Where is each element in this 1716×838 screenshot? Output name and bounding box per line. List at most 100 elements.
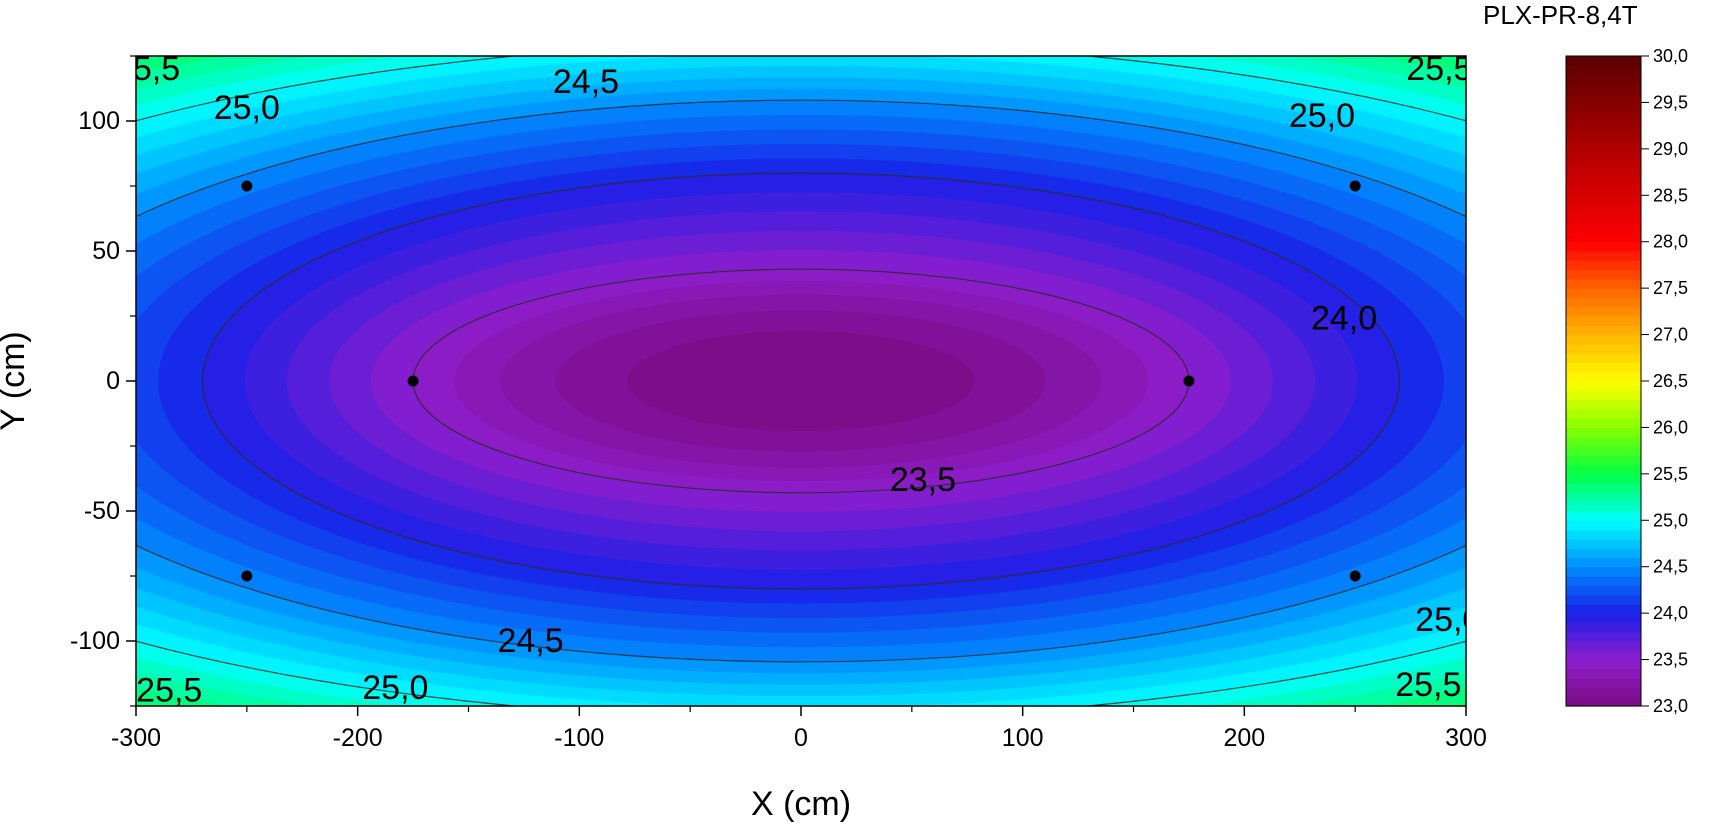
contour-label: 25,0 xyxy=(1415,601,1481,639)
colorbar-band xyxy=(1566,93,1641,104)
colorbar-band xyxy=(1566,139,1641,150)
colorbar-band xyxy=(1566,613,1641,624)
contour-labels: 25,5 25,0 24,5 25,5 25,0 24,0 23,5 25,0 24,5 25,0… xyxy=(114,50,1481,709)
colorbar-band xyxy=(1566,343,1641,354)
contour-label: 25,5 xyxy=(136,671,202,709)
colorbar-band xyxy=(1566,65,1641,76)
colorbar-band xyxy=(1566,455,1641,466)
colorbar-band xyxy=(1566,631,1641,642)
colorbar-band xyxy=(1566,641,1641,651)
colorbar-bands xyxy=(1566,56,1641,707)
x-tick-label: 0 xyxy=(794,724,808,752)
colorbar-tick-label: 29,5 xyxy=(1653,92,1688,112)
data-point xyxy=(241,570,253,582)
colorbar-band xyxy=(1566,390,1641,401)
data-point xyxy=(241,180,253,192)
colorbar-tick-label: 26,0 xyxy=(1653,417,1688,437)
x-tick-label: 100 xyxy=(1002,724,1044,752)
x-tick-label: -300 xyxy=(111,724,161,752)
colorbar-band xyxy=(1566,316,1641,326)
colorbar-band xyxy=(1566,334,1641,345)
colorbar-tick-label: 28,0 xyxy=(1653,232,1688,252)
colorbar-band xyxy=(1566,102,1641,113)
colorbar-band xyxy=(1566,492,1641,503)
data-point xyxy=(1349,180,1361,192)
colorbar-band xyxy=(1566,585,1641,596)
colorbar-band xyxy=(1566,483,1641,494)
colorbar-band xyxy=(1566,668,1641,679)
colorbar-tick-label: 24,0 xyxy=(1653,603,1688,623)
y-tick-label: 0 xyxy=(106,367,120,395)
y-tick-label: -100 xyxy=(70,627,120,655)
colorbar-band xyxy=(1566,269,1641,280)
y-axis: 100 50 0 -50 -100 xyxy=(70,55,136,707)
colorbar-band xyxy=(1566,130,1641,141)
x-tick-label: -200 xyxy=(333,724,383,752)
colorbar-band xyxy=(1566,204,1641,215)
x-tick-label: 200 xyxy=(1223,724,1265,752)
colorbar-tick-label: 25,0 xyxy=(1653,510,1688,530)
colorbar-band xyxy=(1566,362,1641,373)
colorbar-band xyxy=(1566,529,1641,540)
contour-label: 25,5 xyxy=(1406,50,1472,88)
colorbar-band xyxy=(1566,56,1641,66)
colorbar-tick-label: 23,0 xyxy=(1653,696,1688,716)
colorbar-band xyxy=(1566,111,1641,122)
colorbar-band xyxy=(1566,158,1641,169)
data-point xyxy=(1349,570,1361,582)
x-tick-label: 300 xyxy=(1445,724,1487,752)
colorbar-band xyxy=(1566,148,1641,159)
contour-label: 25,5 xyxy=(114,50,180,88)
colorbar-band xyxy=(1566,566,1641,577)
colorbar-tick-label: 25,5 xyxy=(1653,464,1688,484)
colorbar-band xyxy=(1566,306,1641,317)
y-tick-label: 100 xyxy=(78,107,120,135)
colorbar-band xyxy=(1566,381,1641,391)
colorbar-band xyxy=(1566,446,1641,456)
colorbar-band xyxy=(1566,278,1641,289)
x-axis: -300 -200 -100 0 100 200 300 xyxy=(111,706,1487,752)
colorbar-band xyxy=(1566,297,1641,308)
colorbar-band xyxy=(1566,223,1641,234)
colorbar-band xyxy=(1566,538,1641,549)
colorbar-band xyxy=(1566,687,1641,698)
colorbar-tick-label: 23,5 xyxy=(1653,650,1688,670)
colorbar-band xyxy=(1566,251,1641,261)
y-axis-title: Y (cm) xyxy=(0,331,32,430)
colorbar-band xyxy=(1566,232,1641,243)
contour-line xyxy=(136,99,1466,663)
colorbar-band xyxy=(1566,464,1641,475)
colorbar-band xyxy=(1566,427,1641,438)
colorbar-tick-label: 28,5 xyxy=(1653,185,1688,205)
colorbar-band xyxy=(1566,418,1641,429)
colorbar-band xyxy=(1566,436,1641,447)
colorbar-band xyxy=(1566,520,1641,531)
colorbar-band xyxy=(1566,176,1641,187)
contour-label: 25,0 xyxy=(214,89,280,127)
colorbar-ticks: 30,0 29,5 29,0 28,5 28,0 27,5 27,0 26,5 26,0 25,5… xyxy=(1641,46,1688,716)
colorbar-band xyxy=(1566,195,1641,206)
colorbar-band xyxy=(1566,121,1641,131)
colorbar-band xyxy=(1566,501,1641,512)
colorbar-band xyxy=(1566,678,1641,689)
data-points xyxy=(241,180,1361,582)
colorbar-band xyxy=(1566,353,1641,364)
colorbar-band xyxy=(1566,603,1641,614)
contour-label: 24,0 xyxy=(1311,300,1377,338)
colorbar-band xyxy=(1566,511,1641,521)
colorbar-tick-label: 27,0 xyxy=(1653,325,1688,345)
colorbar-tick-label: 30,0 xyxy=(1653,46,1688,66)
colorbar-band xyxy=(1566,408,1641,419)
colorbar-band xyxy=(1566,241,1641,252)
data-point xyxy=(407,375,419,387)
colorbar-band xyxy=(1566,83,1641,94)
contour-label: 23,5 xyxy=(890,461,956,499)
contour-label: 24,5 xyxy=(497,622,563,660)
x-tick-label: -100 xyxy=(554,724,604,752)
colorbar-band xyxy=(1566,186,1641,196)
colorbar-band xyxy=(1566,473,1641,484)
colorbar-band xyxy=(1566,371,1641,382)
